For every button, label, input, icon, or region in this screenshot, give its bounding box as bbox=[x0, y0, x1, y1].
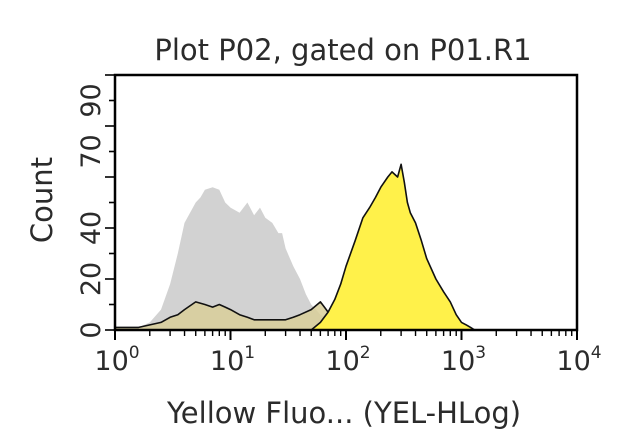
x-tick-label: 104 bbox=[556, 343, 601, 377]
x-tick-label: 103 bbox=[441, 343, 486, 377]
x-tick-label: 102 bbox=[325, 343, 370, 377]
y-axis-label: Count bbox=[25, 157, 59, 243]
y-tick-label: 40 bbox=[76, 211, 107, 245]
x-tick-base: 10 bbox=[556, 346, 590, 377]
histogram-series-1 bbox=[115, 187, 346, 330]
plot-area bbox=[114, 163, 476, 331]
x-tick-base: 10 bbox=[325, 346, 359, 377]
histogram-series-3 bbox=[310, 163, 476, 331]
chart-title: Plot P02, gated on P01.R1 bbox=[154, 33, 531, 67]
histogram-series-2 bbox=[114, 301, 347, 331]
x-tick-base: 10 bbox=[441, 346, 475, 377]
x-tick-label: 101 bbox=[210, 343, 255, 377]
y-tick-label: 90 bbox=[76, 83, 107, 117]
x-tick-exponent: 1 bbox=[244, 343, 255, 363]
x-tick-base: 10 bbox=[94, 346, 128, 377]
y-tick-label: 20 bbox=[76, 262, 107, 296]
x-tick-exponent: 3 bbox=[475, 343, 486, 363]
y-tick-label: 70 bbox=[76, 134, 107, 168]
x-tick-base: 10 bbox=[210, 346, 244, 377]
x-axis-label: Yellow Fluo... (YEL-HLog) bbox=[166, 396, 521, 430]
x-tick-exponent: 2 bbox=[360, 343, 371, 363]
x-tick-exponent: 4 bbox=[591, 343, 602, 363]
y-tick-label: 0 bbox=[76, 321, 107, 338]
x-tick-exponent: 0 bbox=[129, 343, 140, 363]
x-tick-label: 100 bbox=[94, 343, 139, 377]
